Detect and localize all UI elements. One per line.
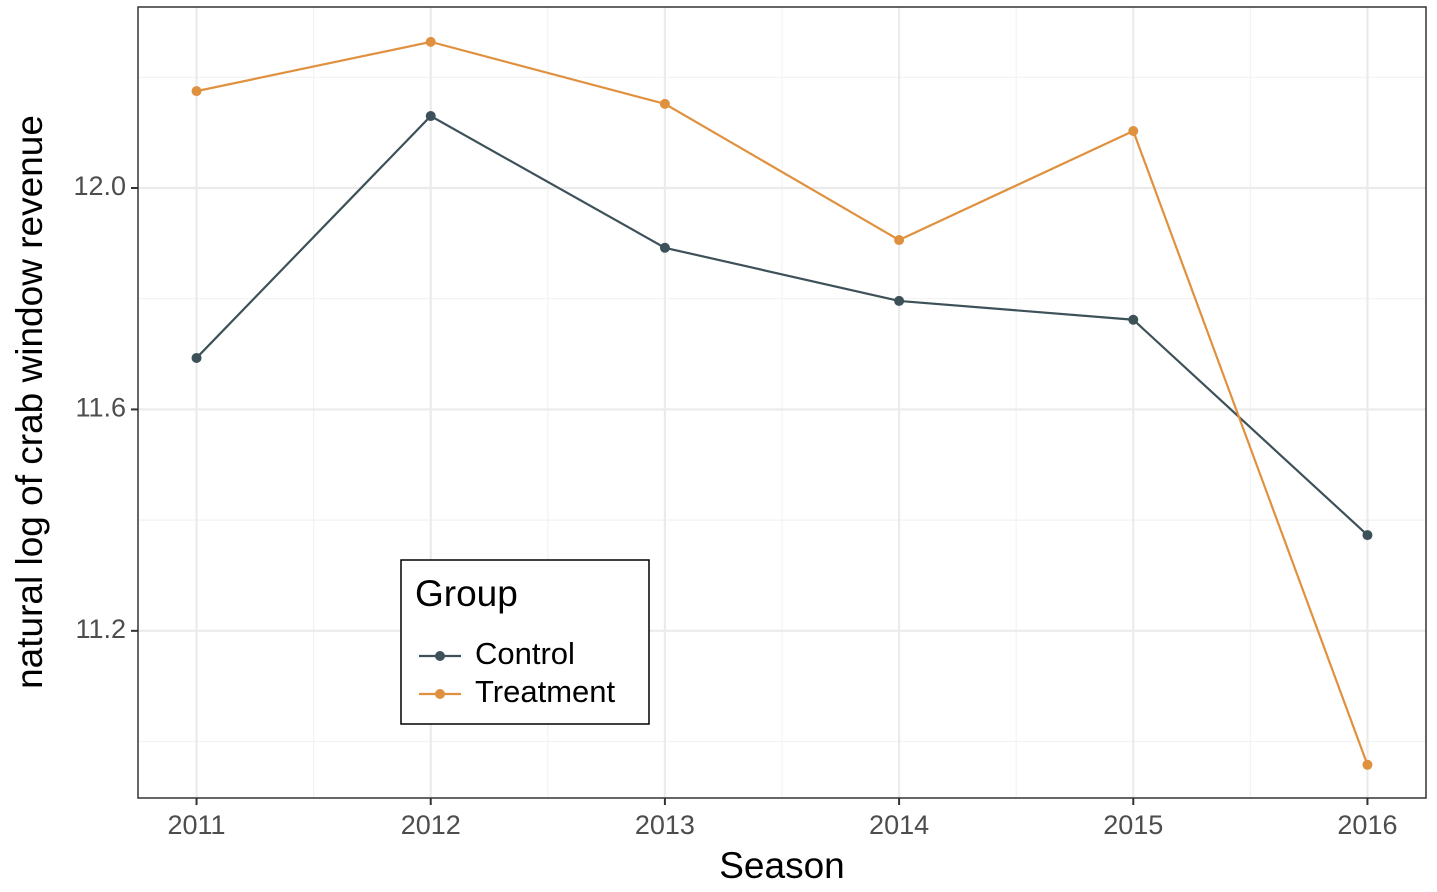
data-point — [894, 235, 905, 246]
y-tick-label: 11.6 — [75, 393, 126, 423]
legend-title: Group — [415, 573, 518, 614]
data-point — [1128, 125, 1139, 136]
legend-label: Treatment — [475, 674, 616, 709]
panel-border — [137, 6, 1427, 799]
x-tick-label: 2013 — [635, 810, 695, 840]
series-line — [196, 40, 1369, 766]
y-tick-label: 12.0 — [73, 171, 126, 201]
y-tick-label: 11.2 — [75, 614, 126, 644]
x-axis-title: Season — [719, 845, 845, 886]
data-point — [1128, 314, 1139, 325]
x-tick-label: 2011 — [168, 810, 226, 840]
legend-label: Control — [475, 636, 575, 671]
data-point — [191, 86, 202, 97]
data-point — [1362, 530, 1373, 541]
data-point — [659, 98, 670, 109]
series-line — [195, 114, 1369, 536]
legend-point — [435, 689, 445, 699]
x-tick-label: 2016 — [1337, 810, 1397, 840]
data-point — [659, 242, 670, 253]
x-tick-label: 2015 — [1103, 810, 1163, 840]
x-tick-label: 2012 — [401, 810, 461, 840]
legend-point — [435, 651, 445, 661]
x-tick-label: 2014 — [869, 810, 929, 840]
data-point — [191, 352, 202, 363]
y-axis-title: natural log of crab window revenue — [9, 115, 50, 689]
data-point — [894, 295, 905, 306]
data-point — [1362, 759, 1373, 770]
data-point — [425, 36, 436, 47]
data-point — [425, 111, 436, 122]
